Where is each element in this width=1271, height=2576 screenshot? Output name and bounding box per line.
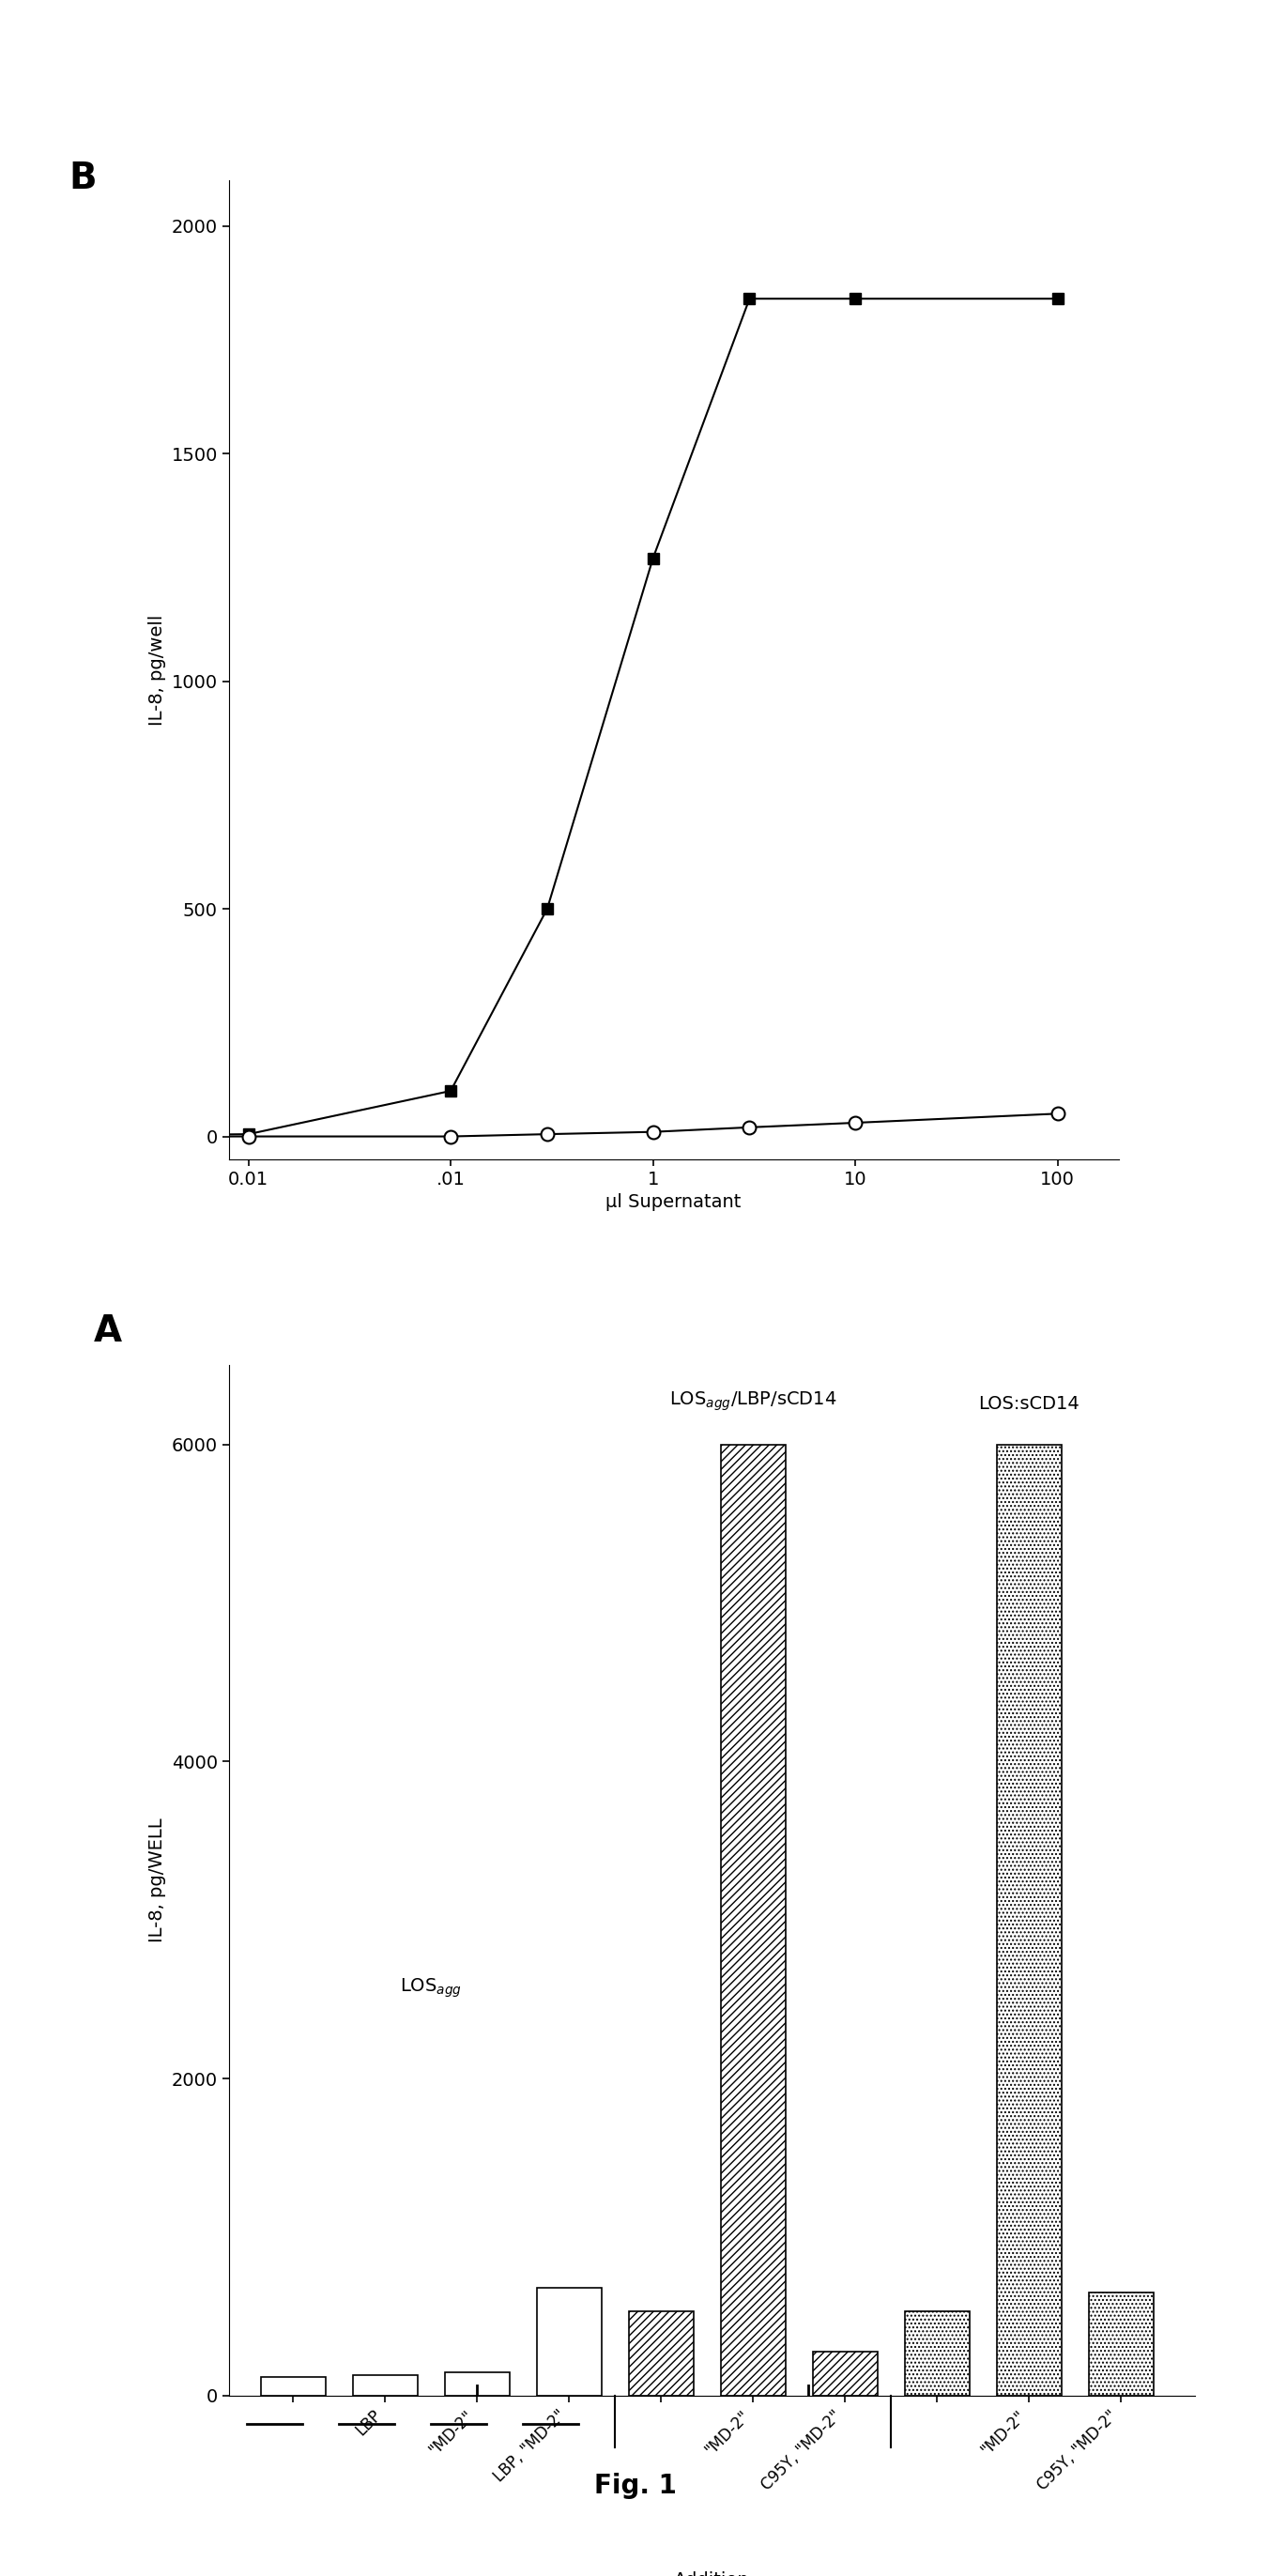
Y-axis label: IL-8, pg/WELL: IL-8, pg/WELL (149, 1819, 167, 1942)
Bar (996, 1445, 1061, 2396)
Bar (629, 2311, 694, 2396)
Bar (536, 2287, 601, 2396)
Bar (261, 2378, 325, 2396)
X-axis label: μl Supernatant: μl Supernatant (606, 1193, 741, 1211)
Bar (905, 2311, 970, 2396)
Text: Fig. 1: Fig. 1 (595, 2473, 676, 2499)
Bar (813, 2352, 877, 2396)
Text: LOS$_{agg}$: LOS$_{agg}$ (400, 1976, 463, 1999)
Text: LOS$_{agg}$/LBP/sCD14: LOS$_{agg}$/LBP/sCD14 (670, 1391, 838, 1412)
X-axis label: Addition: Addition (674, 2571, 750, 2576)
Text: A: A (94, 1314, 122, 1350)
Text: B: B (69, 160, 97, 196)
Bar (445, 2372, 510, 2396)
Bar (1089, 2293, 1153, 2396)
Bar (353, 2375, 417, 2396)
Bar (721, 1445, 785, 2396)
Text: LOS:sCD14: LOS:sCD14 (979, 1396, 1080, 1412)
Y-axis label: IL-8, pg/well: IL-8, pg/well (149, 613, 167, 726)
